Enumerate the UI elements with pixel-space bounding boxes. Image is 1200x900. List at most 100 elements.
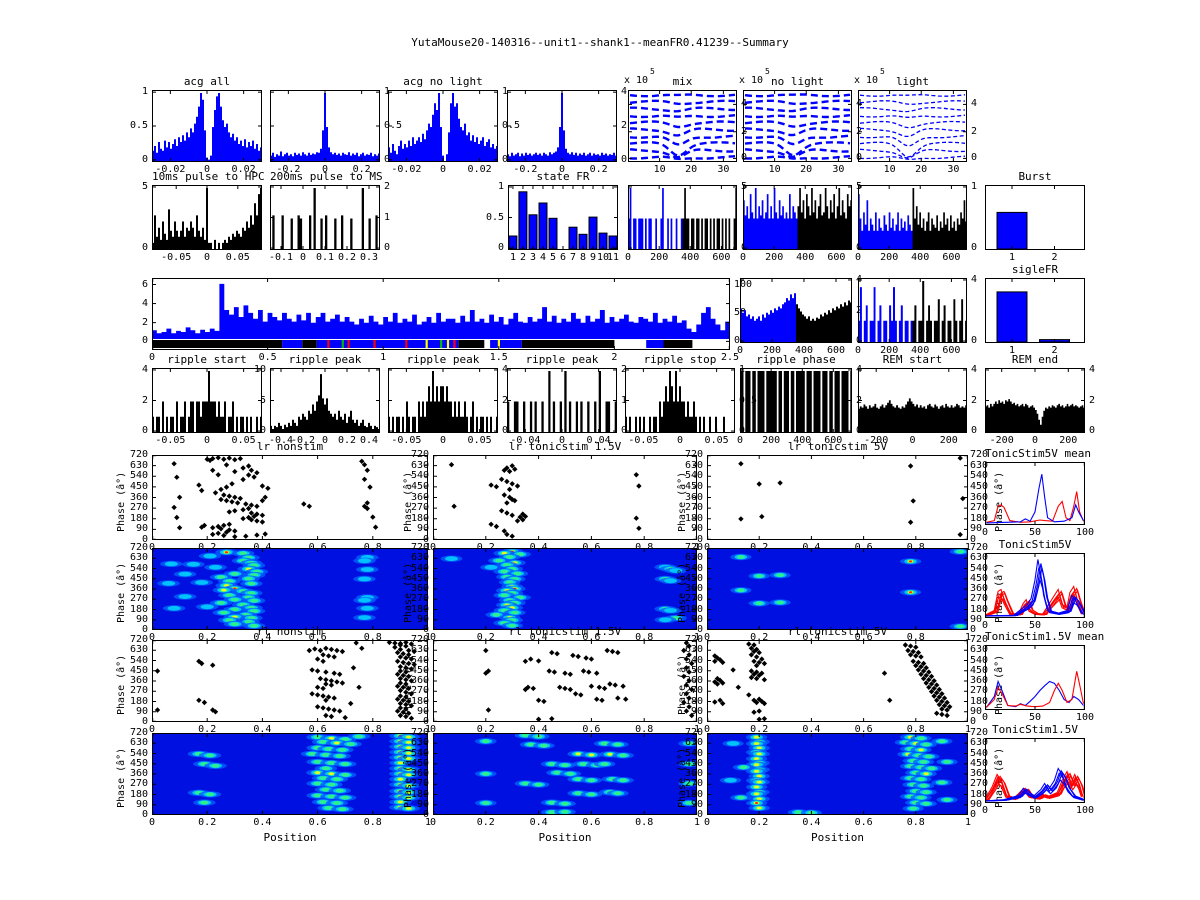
raster-lr-tonicstim-5v-ytick-right: 180 (970, 512, 989, 524)
heatmap-lr-tonicstim-1-5v-xtick: 0.4 (529, 632, 548, 643)
heatmap-lr-tonicstim-1-5v-ytick: 720 (410, 542, 429, 553)
raster-rl-tonicstim-1-5v-xtick: 0.2 (476, 724, 495, 735)
raster-rl-tonicstim-5v-ytick-right: 630 (970, 644, 989, 656)
heatmap-lr-tonicstim-5v-ytick: 0 (696, 624, 703, 635)
raster-rl-nonstim-ytick: 90 (135, 705, 148, 717)
lineplot-tonicstim1-5v: TonicStim1.5V 0 50 100 (982, 723, 1094, 816)
lineplot-tonicstim1-5v-mean-title: TonicStim1.5V mean (985, 630, 1105, 643)
waveform-mix-ytick: 4 (741, 98, 748, 110)
heatmap-lr-tonicstim-5v-ytick: 270 (684, 593, 703, 605)
rate-ramp-hist: 0200400600024 (737, 274, 862, 356)
waveform-no-light-xtick: 20 (800, 164, 813, 175)
raster-rl-nonstim-ytick: 270 (129, 685, 148, 697)
psth-10ms-pulse-to-hpc-title: 10ms pulse to HPC (152, 170, 265, 183)
heatmap-rl-nonstim-xtick: 0.6 (308, 817, 327, 828)
raster-rl-tonicstim-1-5v-xtick: 0 (429, 724, 437, 735)
ripple-peak-hist-1-xtick: 0.4 (359, 435, 379, 446)
raster-lr-tonicstim-5v-ylabel: Phase (â°) (677, 471, 688, 532)
ripple-stop-hist-xtick: -0.05 (628, 435, 659, 446)
ripple-peak-hist-3-ytick: 1 (621, 394, 628, 406)
acg-no-light: acg no light -0.02 0 0.02 0 0.5 1 (388, 75, 520, 175)
acg-no-light-wide-xtick: 0.2 (589, 164, 608, 175)
acg-all-xtick: 0 (203, 164, 211, 175)
heatmap-rl-nonstim-ytick: 0 (141, 809, 148, 820)
heatmap-rl-tonicstim-5v-ytick-right: 450 (970, 757, 989, 769)
heatmap-lr-tonicstim-5v-ytick: 90 (690, 613, 703, 625)
heatmap-rl-tonicstim-5v-ytick-right: 0 (970, 809, 977, 820)
rate-sparse-hist-xtick: 600 (942, 345, 961, 356)
heatmap-rl-nonstim-ytick: 450 (129, 757, 148, 769)
firing-rate-timeseries-ytick: 4 (141, 297, 148, 309)
waveform-no-light-xtick: 30 (832, 164, 845, 175)
raster-lr-tonicstim-5v-ytick: 720 (684, 449, 703, 460)
raster-lr-tonicstim-5v: lr tonicstim 5V 0 0.2 0.4 0.6 0.8 1 0 0 90 90 180 18… (677, 440, 1005, 553)
psth-200ms-pulse-to-ms-xtick: 0 (299, 252, 307, 263)
lineplot-tonicstim1-5v-title: TonicStim1.5V (991, 723, 1079, 736)
heatmap-lr-tonicstim-5v-xtick: 0.8 (906, 632, 925, 643)
heatmap-rl-tonicstim-5v-ytick: 90 (690, 798, 703, 810)
waveform-no-light-xtick: 10 (768, 164, 781, 175)
raster-rl-nonstim-xtick: 0.2 (198, 724, 217, 735)
heatmap-lr-tonicstim-5v-ytick: 450 (684, 572, 703, 584)
heatmap-lr-tonicstim-5v: 0 0.2 0.4 0.6 0.8 1 0 0 90 90 180 180 270 270 360 360 45… (677, 542, 1005, 643)
ripple-peak-hist-2-title: ripple peak (406, 353, 480, 366)
raster-lr-nonstim-ytick: 450 (129, 480, 148, 492)
ripple-peak-hist-1-ytick: 10 (253, 364, 266, 375)
firing-rate-timeseries: 00.511.522.50246050100 (142, 278, 752, 363)
heatmap-rl-tonicstim-5v-ytick: 180 (684, 788, 703, 800)
raster-rl-nonstim-ytick: 720 (129, 634, 148, 645)
heatmap-lr-tonicstim-5v-ytick-right: 720 (970, 542, 989, 553)
state-fr-bars-xtick: 9 (589, 252, 597, 263)
raster-lr-tonicstim-5v-ytick-right: 360 (970, 491, 989, 503)
ripple-peak-hist-3-title: ripple peak (525, 353, 599, 366)
raster-lr-nonstim-xtick: 0 (148, 542, 156, 553)
raster-rl-nonstim-ytick: 540 (129, 654, 148, 666)
heatmap-rl-tonicstim-1-5v-ytick: 270 (410, 778, 429, 790)
psth-no-light-xtick: 400 (796, 252, 815, 263)
heatmap-lr-tonicstim-5v-ytick: 630 (684, 552, 703, 564)
acg-all-wide-ytick: 1 (384, 86, 391, 98)
rate-sparse-hist: 0 200 400 600 0 4 (855, 274, 977, 356)
heatmap-rl-tonicstim-1-5v-ytick: 180 (410, 788, 429, 800)
raster-rl-nonstim-ytick: 450 (129, 664, 148, 676)
firing-rate-timeseries-xtick: 1.5 (489, 352, 508, 363)
heatmap-rl-tonicstim-1-5v-ytick: 540 (410, 747, 429, 759)
raster-lr-tonicstim-5v-ytick-right: 720 (970, 449, 989, 460)
raster-lr-tonicstim-1-5v-ytick: 0 (422, 534, 429, 545)
heatmap-rl-tonicstim-1-5v-ytick: 720 (410, 727, 429, 738)
heatmap-lr-tonicstim-1-5v-ytick: 0 (422, 624, 429, 635)
heatmap-lr-nonstim-ytick: 270 (129, 593, 148, 605)
psth-10ms-pulse-to-hpc: 10ms pulse to HPC -0.05 0 0.05 0 5 (142, 170, 265, 263)
waveform-mix-xtick: 20 (685, 164, 698, 175)
rate-ramp-hist-xtick: 400 (794, 345, 814, 356)
psth-light-xtick: 200 (880, 252, 899, 263)
heatmap-lr-nonstim-ytick: 0 (141, 624, 148, 635)
heatmap-rl-tonicstim-1-5v-ytick: 630 (410, 737, 429, 749)
acg-no-light-wide-ytick: 2 (621, 120, 628, 131)
psth-10ms-pulse-to-hpc-ytick: 5 (141, 181, 148, 192)
raster-rl-nonstim-ylabel: Phase (â°) (116, 654, 127, 715)
raster-rl-tonicstim-5v-title: rl tonicstim 5V (787, 625, 888, 638)
rem-end-hist-xtick: -200 (989, 435, 1014, 446)
ripple-start-hist-ytick: 0 (141, 425, 148, 436)
ripple-peak-hist-2-ytick: 2 (502, 394, 509, 406)
acg-no-light-wide-xtick: -0.2 (513, 164, 538, 175)
state-fr-bars-xtick: 11 (606, 252, 620, 263)
raster-lr-tonicstim-5v-ytick: 270 (684, 502, 703, 514)
lineplot-tonicstim5v-mean-xtick: 100 (1075, 527, 1095, 538)
heatmap-rl-tonicstim-5v-xtick: 1 (964, 817, 972, 828)
firing-rate-timeseries-xtick: 2 (611, 352, 618, 363)
raster-rl-tonicstim-5v-ytick: 0 (696, 716, 703, 727)
state-fr-bars-xtick: 6 (559, 252, 567, 263)
heatmap-rl-tonicstim-1-5v-ylabel: Phase (â°) (403, 747, 414, 808)
heatmap-lr-tonicstim-5v-xtick: 0.2 (750, 632, 769, 643)
heatmap-rl-nonstim-ytick: 540 (129, 747, 148, 759)
raster-rl-nonstim-xtick: 0 (148, 724, 156, 735)
rem-start-hist-ytick: 2 (971, 394, 978, 406)
raster-lr-tonicstim-5v-ytick-right: 270 (970, 502, 989, 514)
psth-200ms-pulse-to-ms: 200ms pulse to MS -0.1 0 0.1 0.2 0.3 0 1 2 (269, 170, 390, 263)
raster-rl-tonicstim-5v-xtick: 0.4 (802, 724, 821, 735)
heatmap-lr-nonstim-xtick: 0.4 (253, 632, 272, 643)
raster-lr-tonicstim-1-5v-ytick: 540 (410, 470, 429, 482)
heatmap-lr-tonicstim-5v-ytick-right: 180 (970, 603, 989, 615)
